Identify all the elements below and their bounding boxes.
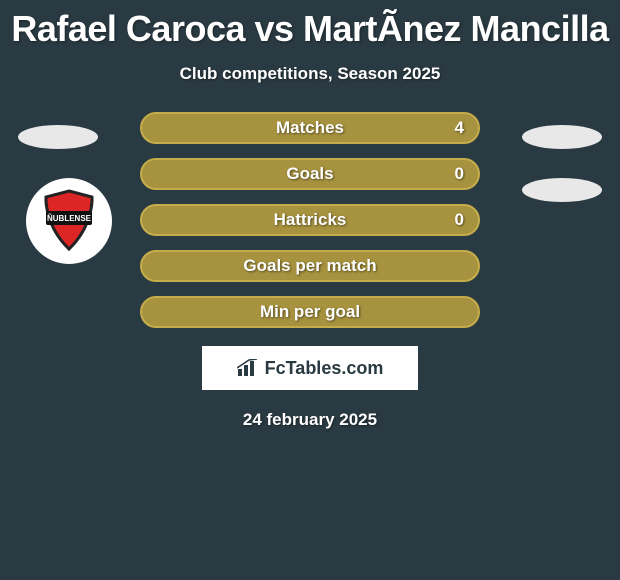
brand-box[interactable]: FcTables.com	[202, 346, 418, 390]
stat-label: Goals per match	[142, 256, 478, 276]
stat-right-value: 0	[455, 210, 464, 230]
stat-label: Goals	[142, 164, 478, 184]
right-oval-1	[522, 125, 602, 149]
page-title: Rafael Caroca vs MartÃ­nez Mancilla	[0, 0, 620, 50]
stat-row-min-per-goal: Min per goal	[140, 296, 480, 328]
right-oval-2	[522, 178, 602, 202]
team-badge: ÑUBLENSE	[26, 178, 112, 264]
brand-text: FcTables.com	[265, 358, 384, 379]
stat-label: Matches	[142, 118, 478, 138]
date-text: 24 february 2025	[0, 410, 620, 430]
badge-text: ÑUBLENSE	[47, 214, 92, 223]
bar-chart-icon	[237, 359, 259, 377]
stat-right-value: 0	[455, 164, 464, 184]
stat-label: Hattricks	[142, 210, 478, 230]
stat-row-matches: Matches 4	[140, 112, 480, 144]
subtitle: Club competitions, Season 2025	[0, 64, 620, 84]
stat-row-goals-per-match: Goals per match	[140, 250, 480, 282]
stat-label: Min per goal	[142, 302, 478, 322]
stat-right-value: 4	[455, 118, 464, 138]
shield-icon: ÑUBLENSE	[40, 189, 98, 253]
stat-row-hattricks: Hattricks 0	[140, 204, 480, 236]
left-oval-1	[18, 125, 98, 149]
stat-row-goals: Goals 0	[140, 158, 480, 190]
